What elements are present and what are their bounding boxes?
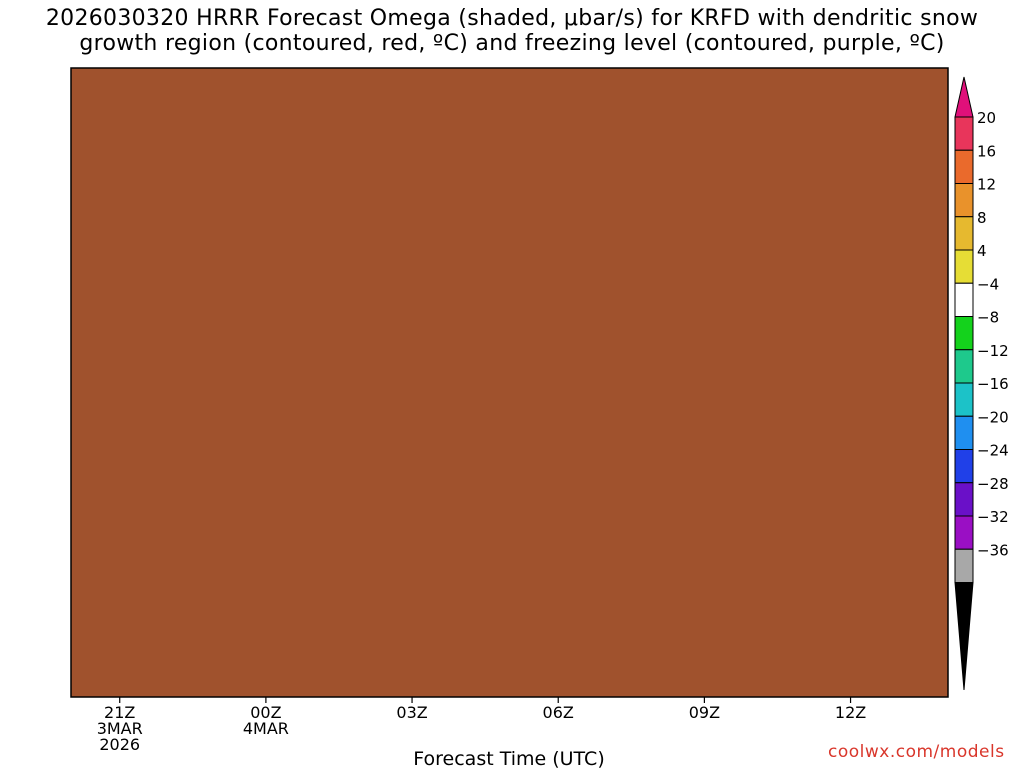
chart-title: 2026030320 HRRR Forecast Omega (shaded, … [0,6,1024,56]
x-tick-label-3-line-2: 4MAR [243,719,289,738]
colorbar-swatch-10 [954,449,974,484]
colorbar-label-12: −32 [977,508,1009,526]
ground-surface [71,68,948,697]
colorbar: 20 16 12 8 4 −4 −8 −12 −16 −20 −24 −28 −32 −36 [954,76,1009,691]
x-tick-label-3-line-1: 00Z [250,703,281,722]
colorbar-label-13: −36 [977,541,1009,559]
colorbar-swatch-1 [954,149,974,184]
colorbar-label-3: 8 [977,209,987,227]
colorbar-swatch-2 [954,183,974,218]
colorbar-label-6: −8 [977,309,999,327]
chart-title-line-2: growth region (contoured, red, ºC) and f… [79,31,945,56]
colorbar-swatch-4 [954,249,974,284]
colorbar-label-11: −28 [977,475,1009,493]
x-tick-label-0-line-3: 2026 [99,735,140,754]
colorbar-label-0: 20 [977,109,996,127]
colorbar-swatch-12 [954,515,974,550]
colorbar-bottom-arrow [954,582,974,691]
colorbar-label-4: 4 [977,242,987,260]
colorbar-label-10: −24 [977,442,1009,460]
colorbar-swatch-13 [954,548,974,583]
x-tick-label-9-line-1: 06Z [543,703,574,722]
colorbar-swatch-5 [954,282,974,317]
colorbar-swatch-7 [954,349,974,384]
x-tick-label-6-line-1: 03Z [396,703,427,722]
chart-title-line-1: 2026030320 HRRR Forecast Omega (shaded, … [45,6,979,31]
x-tick-label-0-line-1: 21Z [104,703,135,722]
x-tick-label-12-line-1: 09Z [689,703,720,722]
plot-frame [70,67,949,698]
ground-layer [71,68,948,697]
colorbar-label-1: 16 [977,142,996,160]
x-tick-label-0-line-2: 3MAR [97,719,143,738]
colorbar-swatch-9 [954,415,974,450]
colorbar-swatch-6 [954,316,974,351]
colorbar-swatch-0 [954,116,974,151]
colorbar-swatch-11 [954,482,974,517]
colorbar-swatch-8 [954,382,974,417]
x-tick-label-15-line-1: 12Z [835,703,866,722]
colorbar-label-9: −20 [977,408,1009,426]
colorbar-top-arrow [954,76,974,118]
x-axis-label: Forecast Time (UTC) [413,748,604,768]
colorbar-label-7: −12 [977,342,1009,360]
colorbar-swatch-3 [954,216,974,251]
colorbar-label-5: −4 [977,275,999,293]
watermark: coolwx.com/models [828,742,1005,762]
colorbar-label-2: 12 [977,176,996,194]
colorbar-label-8: −16 [977,375,1009,393]
